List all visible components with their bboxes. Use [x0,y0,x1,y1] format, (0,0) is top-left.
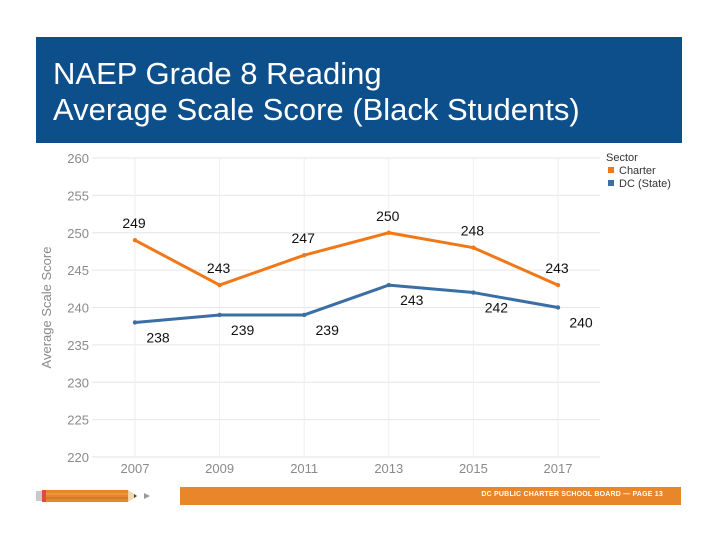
play-arrow-icon [144,493,150,499]
y-tick-label: 225 [67,413,89,428]
series-line-charter [134,231,559,287]
y-tick-label: 245 [67,263,89,278]
data-label-dc-state: 239 [231,322,255,338]
y-tick-label: 235 [67,338,89,353]
data-point-charter [555,282,561,288]
data-point-charter [386,230,391,235]
data-label-dc-state: 240 [569,315,593,331]
x-tick-label: 2013 [374,461,403,476]
data-label-dc-state: 243 [400,292,424,308]
chart-title-line-1: NAEP Grade 8 Reading [53,56,382,91]
y-tick-label: 230 [67,375,89,390]
y-tick-labels: 220 225 230 235 240 245 250 255 260 [67,151,89,465]
chart-series: 249 243 247 250 248 243 238 239 239 243 242 240 [122,208,593,346]
y-tick-label: 250 [67,226,89,241]
footer-text: DC PUBLIC CHARTER SCHOOL BOARD — PAGE 13 [481,491,663,498]
data-label-charter: 243 [545,260,569,276]
x-tick-label: 2017 [544,461,573,476]
data-point-charter [302,252,307,258]
footer-bar: DC PUBLIC CHARTER SCHOOL BOARD — PAGE 13 [180,487,681,505]
data-label-charter: 248 [461,223,485,239]
data-label-charter: 249 [122,215,146,231]
title-banner: NAEP Grade 8 Reading Average Scale Score… [36,37,682,143]
data-point-dc-state [471,290,476,295]
data-point-charter [132,238,138,243]
data-point-dc-state [302,312,307,318]
pencil-icon [36,490,150,502]
x-tick-labels: 2007 2009 2011 2013 2015 2017 [121,461,573,476]
data-point-dc-state [555,305,561,310]
legend-label: Charter [619,165,656,177]
data-point-charter [217,282,222,288]
y-tick-label: 255 [67,188,89,203]
series-line-dc-state [134,283,559,324]
data-label-charter: 243 [207,260,231,276]
legend-swatch [608,180,614,186]
legend-label: DC (State) [619,178,671,190]
x-tick-label: 2011 [290,461,318,476]
data-point-charter [471,245,476,250]
y-axis-label: Average Scale Score [39,247,54,369]
data-label-dc-state: 242 [485,300,509,316]
x-tick-label: 2009 [205,461,234,476]
data-label-charter: 250 [376,208,400,224]
data-label-dc-state: 239 [316,322,340,338]
x-tick-label: 2015 [459,461,488,476]
legend-title: Sector [606,152,638,164]
data-label-dc-state: 238 [146,329,170,345]
y-tick-label: 220 [67,450,89,465]
data-point-dc-state [386,282,391,288]
line-chart: 220 225 230 235 240 245 250 255 260 2007 2009 2011… [39,151,671,476]
legend-swatch [608,167,614,173]
y-tick-label: 240 [67,301,89,316]
chart-title-line-2: Average Scale Score (Black Students) [53,92,580,127]
x-tick-label: 2007 [121,461,150,476]
data-point-dc-state [217,312,222,318]
y-tick-label: 260 [67,151,89,166]
data-point-dc-state [132,320,138,325]
chart-grid [92,157,600,458]
data-label-charter: 247 [292,230,316,246]
